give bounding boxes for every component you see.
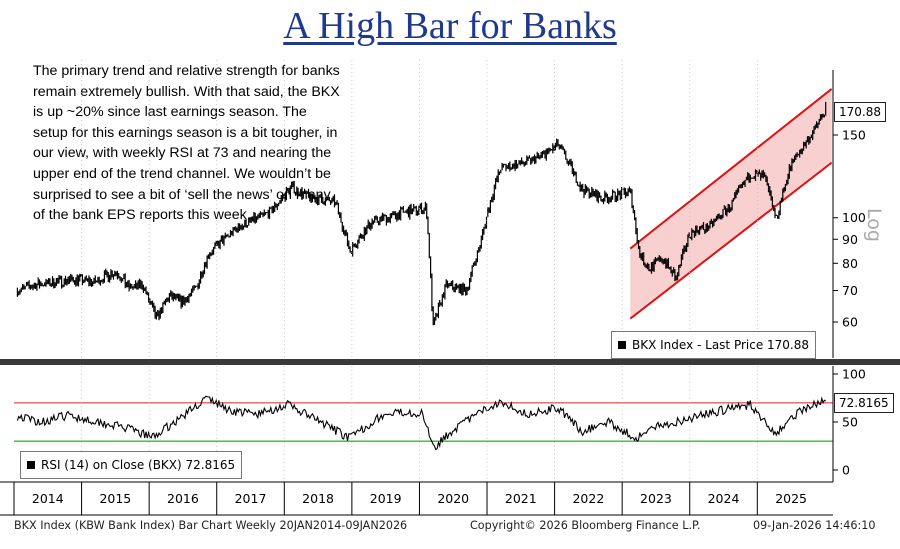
price-legend: BKX Index - Last Price 170.88 [611, 331, 817, 359]
year-label: 2015 [99, 491, 131, 506]
rsi-axis-label: 50 [842, 415, 858, 430]
year-label: 2023 [640, 491, 672, 506]
price-legend-label: BKX Index - Last Price 170.88 [632, 338, 810, 352]
year-label: 2018 [302, 491, 334, 506]
rsi-legend: RSI (14) on Close (BKX) 72.8165 [20, 451, 243, 479]
footer-copyright: Copyright© 2026 Bloomberg Finance L.P. [470, 519, 701, 532]
year-label: 2025 [775, 491, 807, 506]
year-label: 2021 [505, 491, 537, 506]
price-last-value: 170.88 [839, 105, 881, 119]
price-axis-label: 70 [842, 283, 858, 298]
commentary-text: The primary trend and relative strength … [33, 63, 340, 224]
rsi-axis-label: 0 [842, 463, 850, 478]
price-axis-label: 90 [842, 232, 858, 247]
year-label: 2014 [32, 491, 64, 506]
year-label: 2016 [167, 491, 199, 506]
footer-timestamp: 09-Jan-2026 14:46:10 [753, 519, 876, 532]
log-scale-label: Log [863, 208, 885, 242]
panel-separator [0, 359, 900, 365]
rsi-axis-label: 100 [842, 367, 866, 382]
trend-channel-lower [629, 161, 833, 320]
legend-swatch [618, 340, 626, 349]
price-axis-label: 80 [842, 256, 858, 271]
year-label: 2017 [235, 491, 267, 506]
rsi-last-value: 72.8165 [839, 396, 889, 410]
price-axis-label: 60 [842, 315, 858, 330]
year-label: 2020 [437, 491, 469, 506]
chart-title: A High Bar for Banks [283, 5, 617, 47]
price-axis-label: 150 [842, 128, 866, 143]
year-label: 2022 [572, 491, 604, 506]
rsi-legend-label: RSI (14) on Close (BKX) 72.8165 [41, 458, 236, 472]
year-label: 2024 [708, 491, 740, 506]
rsi-line [16, 395, 826, 451]
price-last-value-tag: 170.88 [834, 102, 886, 122]
trend-channel-upper [629, 88, 833, 250]
trend-channel-fill [630, 88, 832, 319]
price-axis-label: 100 [842, 210, 866, 225]
year-label: 2019 [370, 491, 402, 506]
legend-swatch [27, 460, 35, 469]
rsi-last-value-tag: 72.8165 [834, 393, 894, 413]
footer-source: BKX Index (KBW Bank Index) Bar Chart Wee… [14, 519, 408, 532]
price-bars [16, 101, 827, 326]
